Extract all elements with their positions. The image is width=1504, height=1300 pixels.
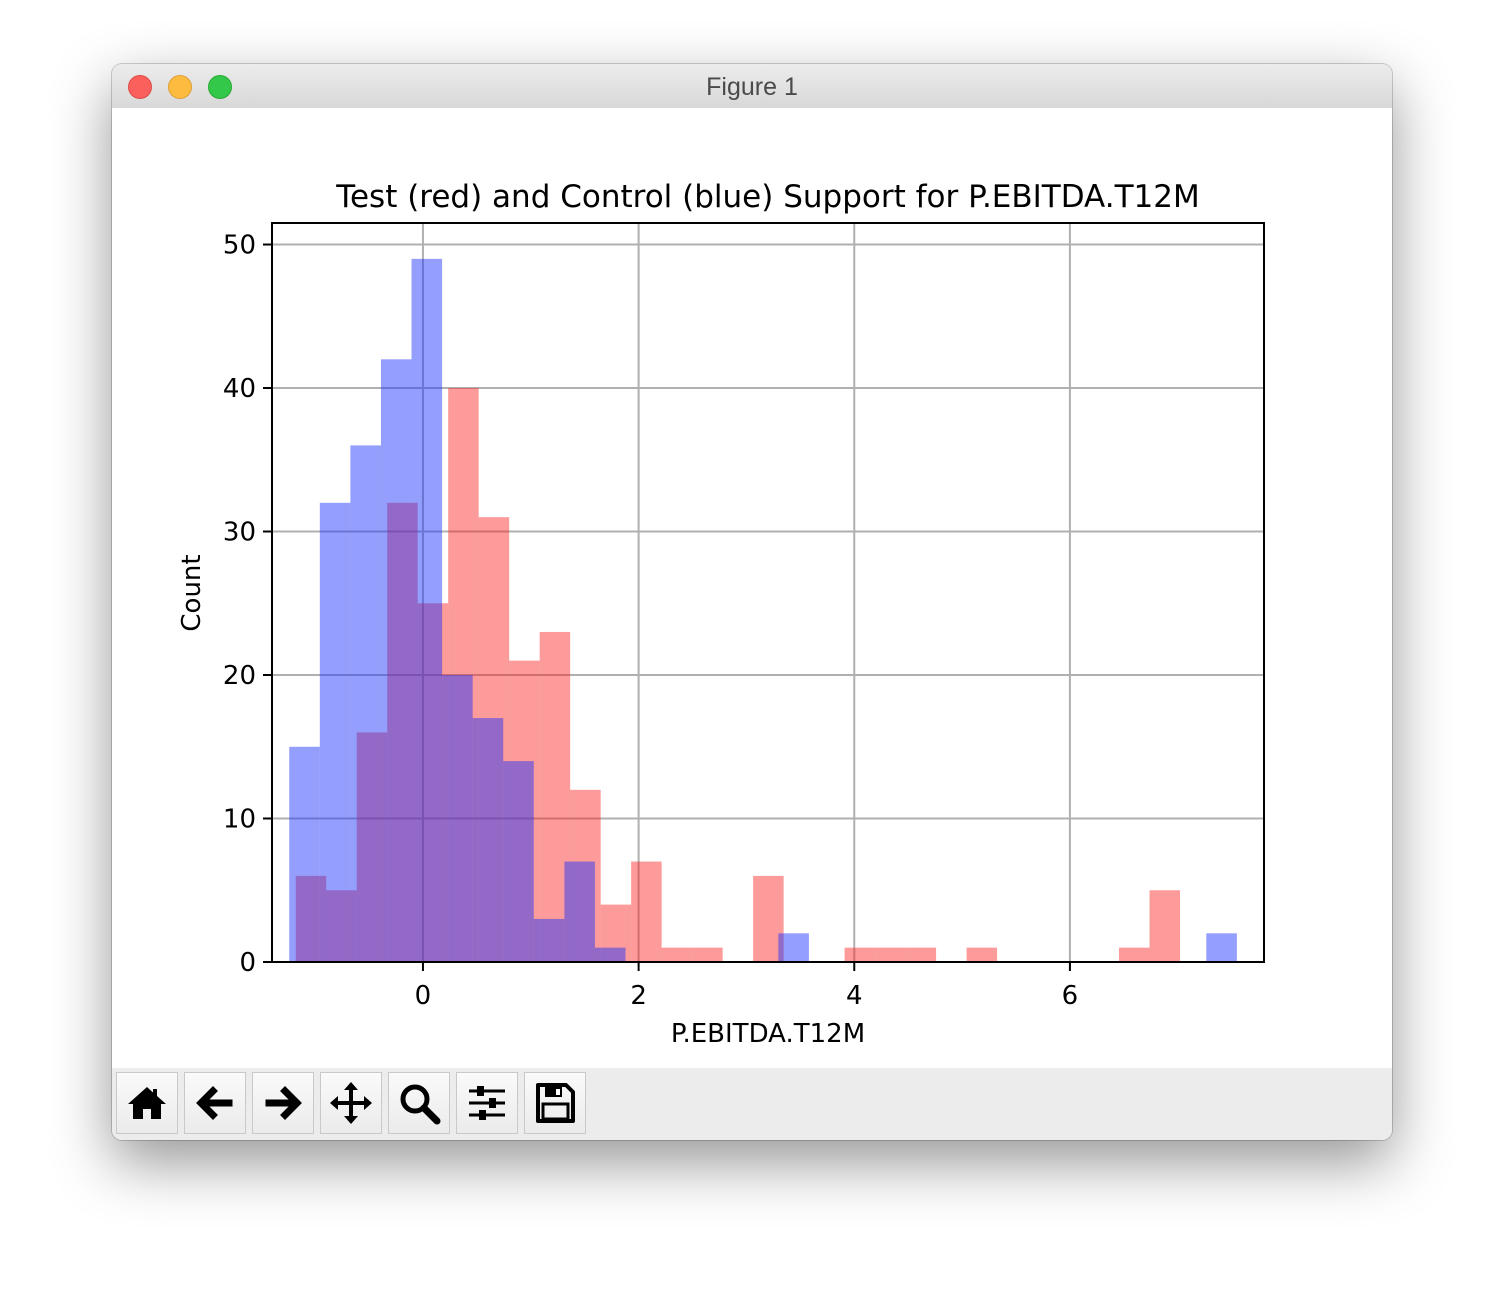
x-tick-label: 2	[630, 981, 647, 1011]
histogram-bar-series-2	[594, 947, 626, 962]
back-button[interactable]	[184, 1072, 246, 1134]
histogram-bar-series-1	[753, 875, 784, 962]
histogram-bar-series-1	[295, 875, 327, 962]
save-button[interactable]	[524, 1072, 586, 1134]
y-tick-label: 10	[223, 805, 256, 835]
axis-ticks: 0 2 4 6 0 10 20 30 40 50	[223, 231, 1078, 1011]
arrow-left-icon	[196, 1086, 233, 1120]
histogram-bar-series-2	[564, 861, 595, 962]
histogram-bar-series-1	[387, 502, 418, 962]
home-button[interactable]	[116, 1072, 178, 1134]
histogram-bar-series-1	[661, 947, 693, 962]
histogram-bar-series-1	[539, 631, 571, 962]
histogram-bar-series-2	[533, 918, 565, 962]
histogram-bar-series-2	[503, 761, 534, 962]
histogram-chart: 0 2 4 6 0 10 20 30 40 50 Test (red) and Control (…	[177, 179, 1265, 1049]
y-axis-label: Count	[177, 554, 207, 631]
histogram-bar-series-1	[356, 732, 388, 962]
histogram-bar-series-1	[966, 947, 998, 962]
navigation-toolbar	[112, 1068, 1392, 1140]
histogram-bar-series-2	[350, 445, 381, 962]
y-tick-label: 20	[223, 661, 256, 691]
x-tick-label: 4	[846, 981, 863, 1011]
x-tick-label: 6	[1062, 981, 1079, 1011]
title-bar[interactable]: Figure 1	[112, 64, 1392, 109]
y-tick-label: 0	[239, 948, 256, 978]
sliders-icon	[469, 1086, 505, 1120]
histogram-bar-series-1	[631, 861, 662, 962]
histogram-bar-series-1	[478, 517, 510, 962]
histogram-bars	[289, 258, 1237, 962]
histogram-bar-series-2	[442, 675, 473, 962]
histogram-bar-series-1	[417, 603, 449, 962]
figure-canvas[interactable]: 0 2 4 6 0 10 20 30 40 50 Test (red) and Control (…	[112, 108, 1392, 1068]
close-window-button[interactable]	[128, 75, 152, 99]
x-tick-label: 0	[415, 981, 432, 1011]
y-tick-label: 50	[223, 231, 256, 261]
magnifier-icon	[400, 1084, 441, 1125]
histogram-bar-series-1	[875, 947, 906, 962]
pan-button[interactable]	[320, 1072, 382, 1134]
y-tick-label: 40	[223, 374, 256, 404]
histogram-bar-series-2	[472, 718, 504, 962]
histogram-bar-series-1	[1149, 890, 1181, 962]
home-icon	[128, 1087, 166, 1119]
plot-area-frame	[271, 222, 1265, 963]
histogram-bar-series-2	[1206, 933, 1237, 962]
figure-window: Figure 1 0 2 4 6 0 10 20 30 40 50 Test (red) and …	[112, 64, 1392, 1140]
histogram-bar-series-1	[448, 388, 479, 962]
arrow-right-icon	[265, 1086, 302, 1120]
configure-subplots-button[interactable]	[456, 1072, 518, 1134]
histogram-bar-series-1	[844, 947, 876, 962]
chart-title: Test (red) and Control (blue) Support fo…	[335, 179, 1199, 215]
histogram-bar-series-2	[411, 258, 443, 962]
histogram-bar-series-1	[692, 947, 723, 962]
histogram-bar-series-2	[289, 746, 320, 962]
histogram-bar-series-1	[326, 890, 357, 962]
forward-button[interactable]	[252, 1072, 314, 1134]
y-tick-label: 30	[223, 518, 256, 548]
x-axis-label: P.EBITDA.T12M	[671, 1019, 865, 1049]
histogram-bar-series-2	[319, 502, 351, 962]
move-icon	[330, 1082, 372, 1124]
floppy-disk-icon	[536, 1083, 575, 1123]
window-title: Figure 1	[706, 73, 798, 101]
histogram-bar-series-1	[509, 660, 540, 962]
histogram-bar-series-1	[600, 904, 632, 962]
zoom-button[interactable]	[388, 1072, 450, 1134]
histogram-bar-series-1	[905, 947, 937, 962]
zoom-window-button[interactable]	[208, 75, 232, 99]
histogram-bar-series-1	[1119, 947, 1150, 962]
histogram-bar-series-1	[570, 789, 601, 962]
minimize-window-button[interactable]	[168, 75, 192, 99]
histogram-bar-series-2	[778, 933, 809, 962]
histogram-bar-series-2	[380, 359, 412, 962]
